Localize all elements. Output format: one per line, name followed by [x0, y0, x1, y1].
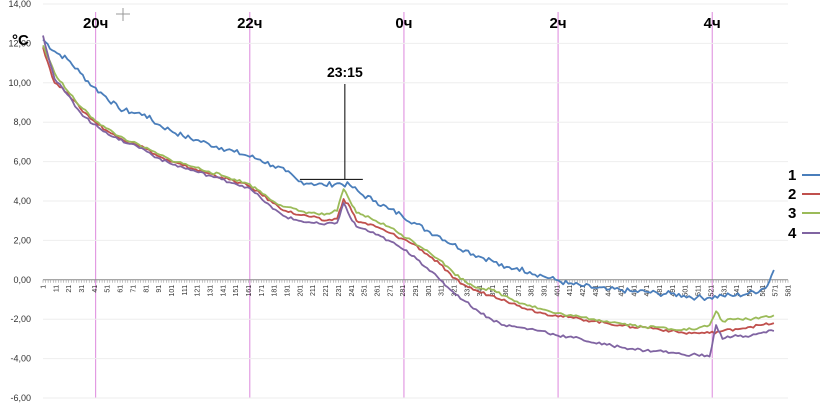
x-tick-label: 221	[323, 285, 330, 297]
x-tick-label: 571	[773, 285, 780, 297]
x-tick-label: 191	[285, 285, 292, 297]
x-tick-label: 141	[220, 285, 227, 297]
hour-label: 0ч	[395, 15, 412, 32]
data-series	[42, 35, 775, 358]
x-tick-label: 161	[246, 285, 253, 297]
x-tick-label: 51	[105, 285, 112, 293]
legend: 1 2 3 4	[788, 167, 820, 242]
y-tick-label: 4,00	[13, 196, 31, 206]
x-tick-label: 421	[580, 285, 587, 297]
y-tick-label: -4,00	[10, 354, 31, 364]
x-tick-label: 331	[464, 285, 471, 297]
x-tick-label: 381	[529, 285, 536, 297]
y-tick-label: 10,00	[8, 78, 31, 88]
y-axis-tick-labels: 14,00 12,00 10,00 8,00 6,00 4,00 2,00 0,00 -2,00…	[8, 0, 31, 403]
y-tick-label: 2,00	[13, 235, 31, 245]
x-tick-label: 241	[349, 285, 356, 297]
x-axis	[42, 279, 789, 283]
x-tick-label: 181	[272, 285, 279, 297]
x-tick-label: 1	[41, 285, 48, 289]
x-tick-label: 211	[310, 285, 317, 296]
x-tick-label: 291	[413, 285, 420, 297]
x-tick-label: 321	[452, 285, 459, 297]
y-tick-label: 12,00	[8, 38, 31, 48]
x-tick-label: 231	[336, 285, 343, 297]
x-tick-label: 441	[606, 285, 613, 297]
x-tick-label: 581	[786, 285, 793, 297]
x-tick-label: 171	[259, 285, 266, 297]
x-tick-label: 41	[92, 285, 99, 293]
series-4-line	[42, 35, 775, 358]
x-tick-label: 491	[670, 285, 677, 297]
x-tick-label: 261	[374, 285, 381, 297]
x-tick-label: 281	[400, 285, 407, 297]
x-tick-label: 91	[156, 285, 163, 293]
x-tick-label: 361	[503, 285, 510, 297]
x-tick-label: 521	[708, 285, 715, 297]
legend-label-2: 2	[788, 186, 796, 203]
x-tick-label: 11	[53, 285, 60, 292]
x-tick-label: 151	[233, 285, 240, 297]
x-tick-label: 81	[143, 285, 150, 293]
x-tick-label: 391	[541, 285, 548, 297]
x-tick-label: 471	[644, 285, 651, 297]
x-tick-label: 531	[721, 285, 728, 297]
x-tick-label: 121	[195, 285, 202, 297]
cursor-crosshair-icon	[116, 8, 130, 21]
x-tick-label: 111	[182, 285, 189, 296]
x-tick-label: 301	[426, 285, 433, 297]
x-tick-label: 411	[567, 285, 574, 296]
hour-label: 22ч	[237, 15, 262, 32]
y-tick-label: 8,00	[13, 117, 31, 127]
series-1-line	[42, 38, 775, 301]
x-tick-label: 501	[683, 285, 690, 297]
vertical-hour-gridlines	[95, 12, 713, 398]
y-tick-label: 6,00	[13, 157, 31, 167]
x-tick-label: 71	[130, 285, 137, 293]
series-3-line	[42, 45, 775, 332]
x-tick-label: 401	[554, 285, 561, 297]
y-axis-unit-label: °C	[12, 32, 29, 49]
x-tick-label: 201	[297, 285, 304, 297]
hour-labels: 20ч 22ч 0ч 2ч 4ч	[83, 15, 721, 32]
x-tick-label: 101	[169, 285, 176, 297]
annotation-label: 23:15	[327, 64, 363, 80]
x-tick-label: 271	[387, 285, 394, 297]
hour-label: 2ч	[550, 15, 567, 32]
x-tick-label: 311	[439, 285, 446, 296]
x-tick-label: 21	[66, 285, 73, 293]
hour-label: 4ч	[704, 15, 721, 32]
x-tick-label: 561	[760, 285, 767, 297]
y-tick-label: 14,00	[8, 0, 31, 9]
x-tick-label: 131	[207, 285, 214, 297]
y-tick-label: 0,00	[13, 275, 31, 285]
y-tick-label: -2,00	[10, 314, 31, 324]
hour-label: 20ч	[83, 15, 108, 32]
x-tick-label: 61	[118, 285, 125, 293]
x-tick-label: 371	[516, 285, 523, 297]
x-tick-label: 541	[734, 285, 741, 297]
x-tick-label: 31	[79, 285, 86, 293]
series-2-line	[42, 47, 775, 335]
legend-label-4: 4	[788, 225, 797, 242]
annotation-23-15: 23:15	[299, 64, 363, 180]
horizontal-gridlines	[43, 3, 788, 399]
x-tick-label: 431	[593, 285, 600, 297]
y-tick-label: -6,00	[10, 393, 31, 403]
x-tick-label: 511	[696, 285, 703, 296]
x-tick-label: 481	[657, 285, 664, 297]
legend-label-3: 3	[788, 205, 796, 222]
legend-label-1: 1	[788, 167, 796, 184]
x-tick-label: 341	[477, 285, 484, 297]
x-tick-label: 251	[362, 285, 369, 297]
